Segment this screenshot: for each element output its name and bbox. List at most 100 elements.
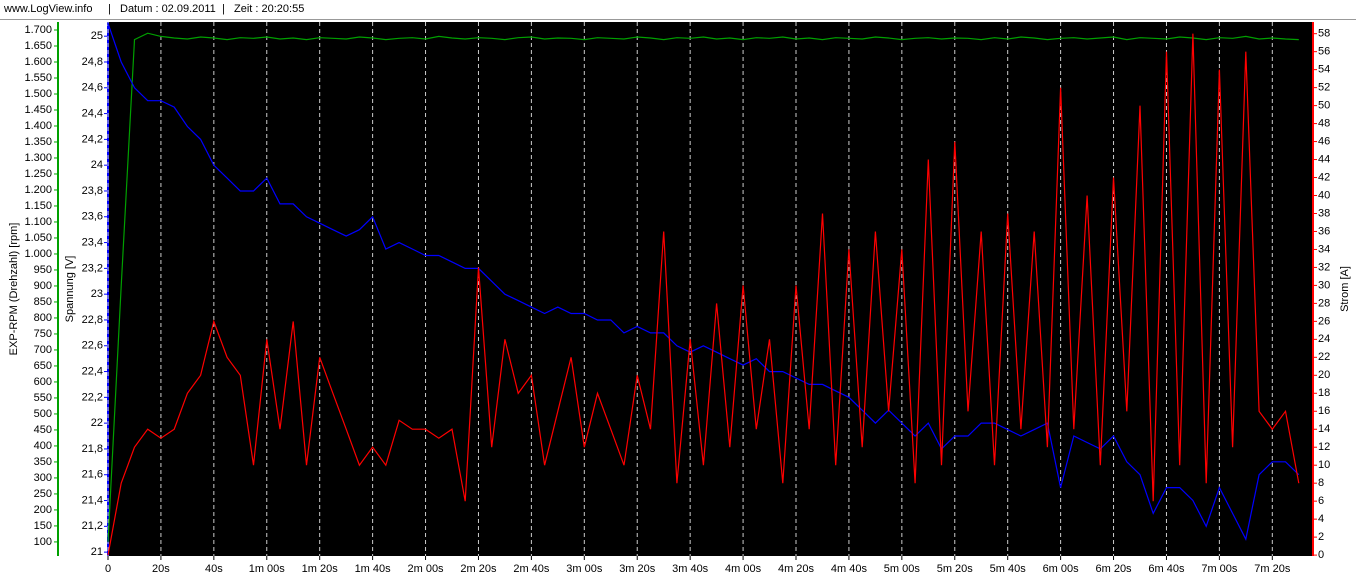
y-tick-label: 1.400 bbox=[24, 120, 52, 132]
y-tick-label: 950 bbox=[34, 264, 52, 276]
y-tick-label: 1.450 bbox=[24, 104, 52, 116]
y-tick-label: 250 bbox=[34, 488, 52, 500]
y-tick-label: 1.150 bbox=[24, 200, 52, 212]
y2-tick-label: 21 bbox=[91, 546, 103, 558]
y3-tick-label: 44 bbox=[1318, 153, 1330, 165]
x-tick-label: 0 bbox=[105, 563, 111, 575]
y-tick-label: 1.550 bbox=[24, 72, 52, 84]
y-tick-label: 650 bbox=[34, 360, 52, 372]
y3-tick-label: 18 bbox=[1318, 387, 1330, 399]
y2-tick-label: 22 bbox=[91, 417, 103, 429]
y3-tick-label: 12 bbox=[1318, 441, 1330, 453]
y-tick-label: 400 bbox=[34, 440, 52, 452]
header-sep: | bbox=[222, 3, 225, 15]
y2-tick-label: 24,8 bbox=[82, 56, 103, 68]
x-tick-label: 7m 20s bbox=[1254, 563, 1291, 575]
header-site: www.LogView.info bbox=[3, 3, 92, 15]
x-tick-label: 4m 20s bbox=[778, 563, 815, 575]
y3-tick-label: 10 bbox=[1318, 459, 1330, 471]
x-tick-label: 6m 40s bbox=[1148, 563, 1185, 575]
y3-tick-label: 24 bbox=[1318, 333, 1330, 345]
x-tick-label: 2m 40s bbox=[513, 563, 550, 575]
y3-tick-label: 40 bbox=[1318, 189, 1330, 201]
y-axis-title: EXP-RPM (Drehzahl) [rpm] bbox=[8, 223, 20, 356]
y3-tick-label: 38 bbox=[1318, 207, 1330, 219]
y3-tick-label: 46 bbox=[1318, 135, 1330, 147]
series-line bbox=[107, 33, 1300, 556]
y3-tick-label: 6 bbox=[1318, 495, 1324, 507]
y3-tick-label: 0 bbox=[1318, 549, 1324, 561]
x-tick-label: 20s bbox=[152, 563, 170, 575]
y2-tick-label: 22,6 bbox=[82, 340, 103, 352]
y3-tick-label: 48 bbox=[1318, 117, 1330, 129]
y2-tick-label: 23 bbox=[91, 288, 103, 300]
y2-tick-label: 21,8 bbox=[82, 443, 103, 455]
y-tick-label: 800 bbox=[34, 312, 52, 324]
y3-tick-label: 50 bbox=[1318, 100, 1330, 112]
y3-tick-label: 30 bbox=[1318, 279, 1330, 291]
header-date: Datum : 02.09.2011 bbox=[120, 3, 216, 15]
y2-tick-label: 24 bbox=[91, 159, 103, 171]
y-tick-label: 300 bbox=[34, 472, 52, 484]
y-tick-label: 900 bbox=[34, 280, 52, 292]
y-tick-label: 450 bbox=[34, 424, 52, 436]
y-tick-label: 200 bbox=[34, 504, 52, 516]
y-tick-label: 750 bbox=[34, 328, 52, 340]
y3-tick-label: 52 bbox=[1318, 82, 1330, 94]
y3-tick-label: 16 bbox=[1318, 405, 1330, 417]
x-tick-label: 4m 40s bbox=[831, 563, 868, 575]
x-tick-label: 6m 00s bbox=[1043, 563, 1080, 575]
y-tick-label: 1.250 bbox=[24, 168, 52, 180]
y-tick-label: 350 bbox=[34, 456, 52, 468]
y2-tick-label: 22,2 bbox=[82, 391, 103, 403]
y3-tick-label: 42 bbox=[1318, 171, 1330, 183]
y3-tick-label: 54 bbox=[1318, 64, 1330, 76]
y2-tick-label: 23,2 bbox=[82, 262, 103, 274]
y3-tick-label: 26 bbox=[1318, 315, 1330, 327]
y-tick-label: 1.100 bbox=[24, 216, 52, 228]
x-tick-label: 3m 00s bbox=[566, 563, 603, 575]
x-tick-label: 7m 00s bbox=[1201, 563, 1238, 575]
y-tick-label: 150 bbox=[34, 520, 52, 532]
y3-tick-label: 4 bbox=[1318, 513, 1324, 525]
y3-tick-label: 34 bbox=[1318, 243, 1330, 255]
y2-tick-label: 21,6 bbox=[82, 469, 103, 481]
y2-tick-label: 21,2 bbox=[82, 520, 103, 532]
y3-tick-label: 2 bbox=[1318, 531, 1324, 543]
y2-tick-label: 24,2 bbox=[82, 133, 103, 145]
header-sep: | bbox=[108, 3, 111, 15]
plot-area bbox=[108, 22, 1312, 556]
y-tick-label: 1.000 bbox=[24, 248, 52, 260]
x-tick-label: 40s bbox=[205, 563, 223, 575]
x-tick-label: 5m 20s bbox=[937, 563, 974, 575]
y2-tick-label: 23,8 bbox=[82, 185, 103, 197]
y-tick-label: 1.350 bbox=[24, 136, 52, 148]
y-tick-label: 500 bbox=[34, 408, 52, 420]
y3-tick-label: 36 bbox=[1318, 225, 1330, 237]
y2-tick-label: 24,4 bbox=[82, 107, 103, 119]
y-tick-label: 1.300 bbox=[24, 152, 52, 164]
y-tick-label: 100 bbox=[34, 536, 52, 548]
y2-tick-label: 22,4 bbox=[82, 365, 103, 377]
y-tick-label: 1.700 bbox=[24, 24, 52, 36]
x-tick-label: 1m 20s bbox=[302, 563, 339, 575]
y-tick-label: 1.050 bbox=[24, 232, 52, 244]
x-tick-label: 1m 40s bbox=[355, 563, 392, 575]
y2-axis-title: Spannung [V] bbox=[64, 256, 76, 323]
y3-tick-label: 28 bbox=[1318, 297, 1330, 309]
y-tick-label: 550 bbox=[34, 392, 52, 404]
y2-tick-label: 22,8 bbox=[82, 314, 103, 326]
x-tick-label: 1m 00s bbox=[249, 563, 286, 575]
y3-tick-label: 32 bbox=[1318, 261, 1330, 273]
y2-tick-label: 25 bbox=[91, 30, 103, 42]
x-tick-label: 5m 40s bbox=[990, 563, 1027, 575]
y3-tick-label: 56 bbox=[1318, 46, 1330, 58]
x-tick-label: 2m 20s bbox=[460, 563, 497, 575]
y2-tick-label: 21,4 bbox=[82, 494, 103, 506]
series-line bbox=[107, 32, 1299, 542]
x-tick-label: 3m 40s bbox=[672, 563, 709, 575]
y-tick-label: 700 bbox=[34, 344, 52, 356]
y-tick-label: 1.500 bbox=[24, 88, 52, 100]
y3-tick-label: 58 bbox=[1318, 28, 1330, 40]
